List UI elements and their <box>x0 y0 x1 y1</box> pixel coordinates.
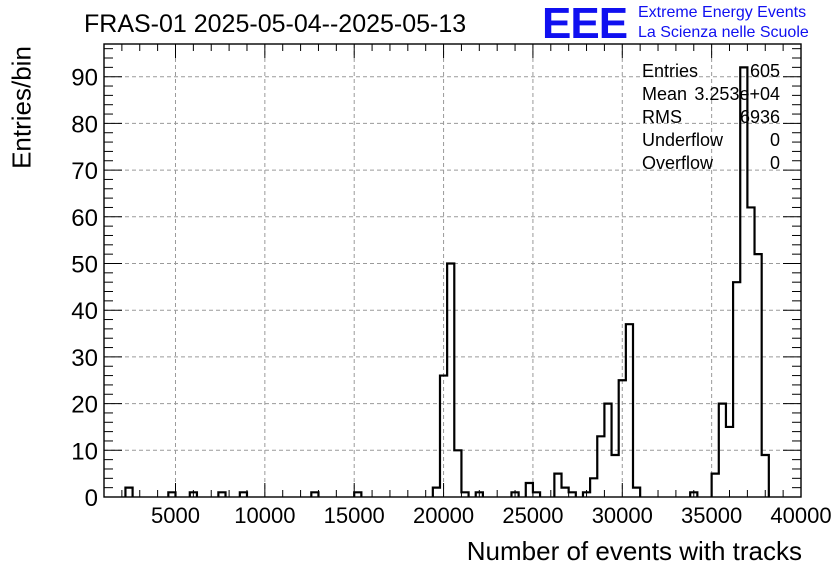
stat-rms: RMS 6936 <box>642 106 780 129</box>
stat-label: RMS <box>642 107 682 127</box>
stat-underflow: Underflow 0 <box>642 129 780 152</box>
y-tick-label: 50 <box>71 251 98 278</box>
stat-label: Underflow <box>642 130 724 150</box>
y-axis-label: Entries/bin <box>6 46 37 169</box>
stat-label: Mean <box>642 84 688 104</box>
axis-ticks <box>103 44 802 498</box>
y-tick-label: 90 <box>71 65 98 92</box>
grid-lines <box>104 44 801 497</box>
x-tick-label: 40000 <box>770 503 831 528</box>
stat-overflow: Overflow 0 <box>642 152 780 175</box>
x-tick-label: 25000 <box>502 503 563 528</box>
x-tick-labels: 5000 10000 15000 20000 25000 30000 35000 40000 <box>151 503 832 528</box>
x-tick-label: 20000 <box>413 503 474 528</box>
stat-label: Entries <box>642 61 699 81</box>
stat-mean: Mean 3.253e+04 <box>642 83 780 106</box>
y-tick-label: 10 <box>71 438 98 465</box>
plot-frame <box>103 43 802 498</box>
y-tick-labels: 0 10 20 30 40 50 60 70 80 90 <box>71 65 98 512</box>
logo-caption: Extreme Energy Events La Scienza nelle S… <box>638 3 809 43</box>
x-tick-label: 15000 <box>324 503 385 528</box>
x-tick-label: 10000 <box>234 503 295 528</box>
y-tick-label: 60 <box>71 205 98 232</box>
stat-label: Overflow <box>642 153 714 173</box>
histogram-outline <box>124 66 770 497</box>
stat-value: 6936 <box>739 107 780 127</box>
x-tick-label: 35000 <box>681 503 742 528</box>
y-tick-label: 20 <box>71 392 98 419</box>
x-axis-label: Number of events with tracks <box>466 536 802 566</box>
stat-value: 0 <box>769 153 780 173</box>
stat-value: 0 <box>769 130 780 150</box>
stat-value: 3.253e+04 <box>694 84 780 104</box>
logo-line-2: La Scienza nelle Scuole <box>638 24 809 41</box>
y-tick-label: 30 <box>71 345 98 372</box>
y-tick-label: 70 <box>71 158 98 185</box>
logo-line-1: Extreme Energy Events <box>638 4 807 21</box>
y-tick-label: 80 <box>71 111 98 138</box>
x-tick-label: 30000 <box>592 503 653 528</box>
y-tick-label: 40 <box>71 298 98 325</box>
chart-title: FRAS-01 2025-05-04--2025-05-13 <box>84 10 467 38</box>
stat-value: 605 <box>749 61 780 81</box>
eee-logo: EEE <box>542 0 628 48</box>
x-tick-label: 5000 <box>151 503 200 528</box>
stats-box: Entries 605 Mean 3.253e+04 RMS 6936 Underfl… <box>642 60 780 175</box>
stat-entries: Entries 605 <box>642 60 780 83</box>
y-tick-label: 0 <box>85 485 98 512</box>
